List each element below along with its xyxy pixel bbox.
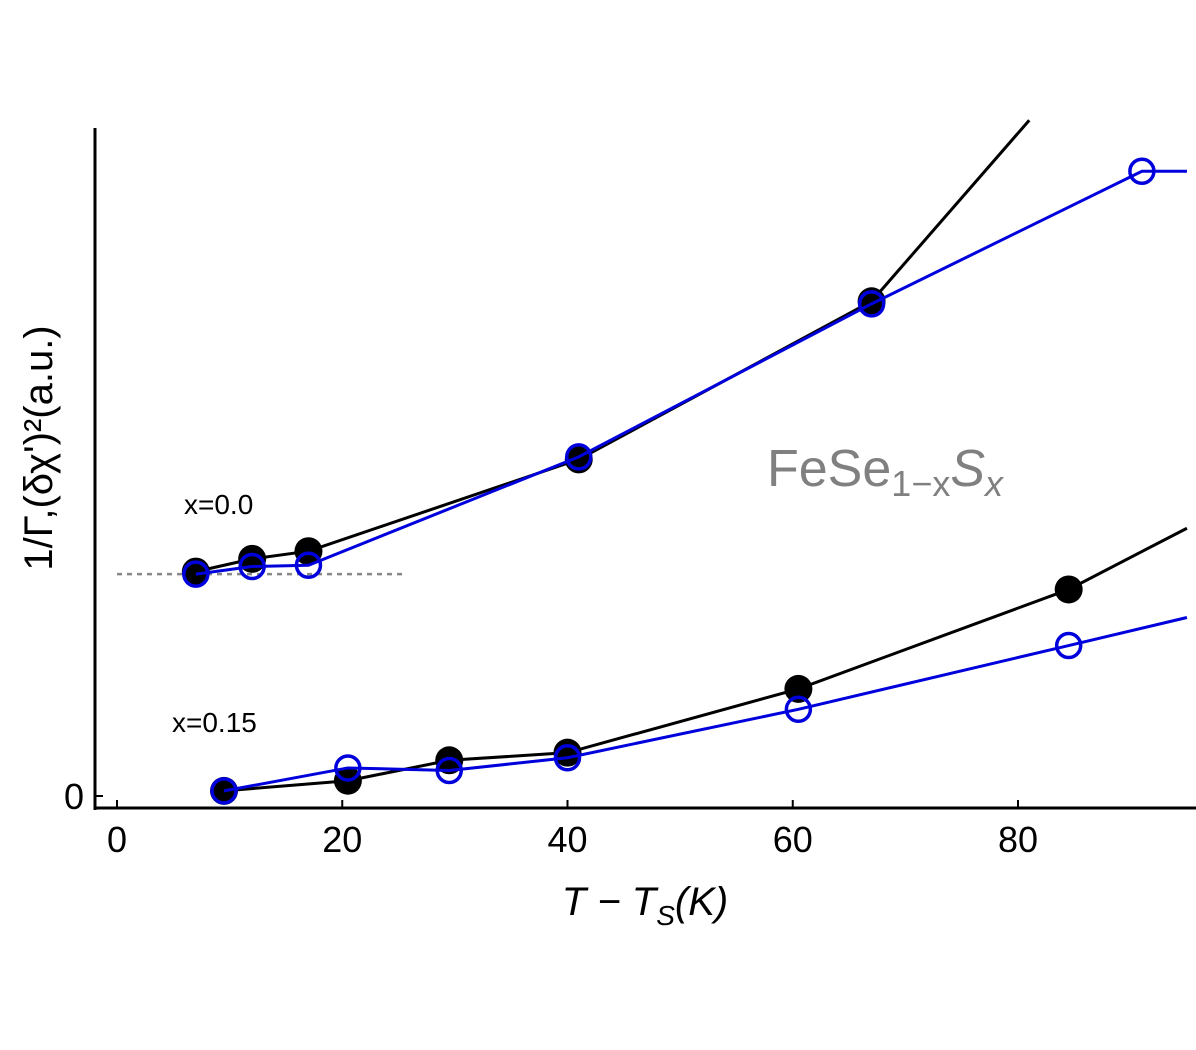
series-3-point-4 [784, 695, 813, 724]
x-axis-label: T − TS(K) [562, 880, 728, 931]
series-3-point-2 [435, 756, 463, 785]
series-3-point-5 [1054, 631, 1083, 660]
annotation-x0: x=0.0 [184, 489, 253, 520]
series-group [181, 119, 1188, 805]
series-2-point-4 [784, 674, 813, 703]
x-tick-label-60: 60 [773, 819, 813, 860]
x-tick-label-0: 0 [107, 819, 127, 860]
x-tick-label-20: 20 [322, 819, 362, 860]
series-0-point-2 [294, 537, 323, 566]
formula-sub1: 1−x [891, 463, 950, 504]
series-line-1 [195, 169, 1187, 576]
annotation-x015: x=0.15 [172, 707, 257, 738]
series-3-point-1 [334, 754, 362, 782]
ticks: 0 20 40 60 80 0 [64, 776, 1038, 860]
series-1-point-4 [857, 290, 886, 318]
series-line-3 [223, 616, 1188, 793]
formula-label: FeSe1−xSx [767, 440, 1005, 504]
series-3-point-0 [210, 777, 238, 805]
x-axis-label-tail: (K) [675, 880, 728, 924]
x-tick-label-40: 40 [547, 819, 587, 860]
x-axis-label-sub: S [656, 900, 675, 931]
series-3-point-3 [553, 744, 582, 772]
series-1-point-2 [294, 551, 323, 579]
series-1-point-1 [238, 552, 266, 581]
formula-base: FeSe [767, 440, 891, 498]
y-tick-label-0: 0 [64, 776, 84, 817]
series-2-point-5 [1054, 575, 1083, 604]
series-1-point-5 [1128, 157, 1156, 185]
series-1-point-3 [565, 443, 593, 471]
x-tick-label-80: 80 [998, 819, 1038, 860]
formula-italic: S [950, 440, 985, 498]
series-1-point-0 [182, 560, 210, 588]
formula-sub2: x [983, 463, 1005, 504]
x-axis-label-main: T − T [562, 880, 659, 924]
y-axis-label: 1/Γ,(δχ')²(a.u.) [17, 325, 61, 570]
series-line-2 [223, 526, 1188, 793]
series-2-point-2 [435, 746, 464, 775]
